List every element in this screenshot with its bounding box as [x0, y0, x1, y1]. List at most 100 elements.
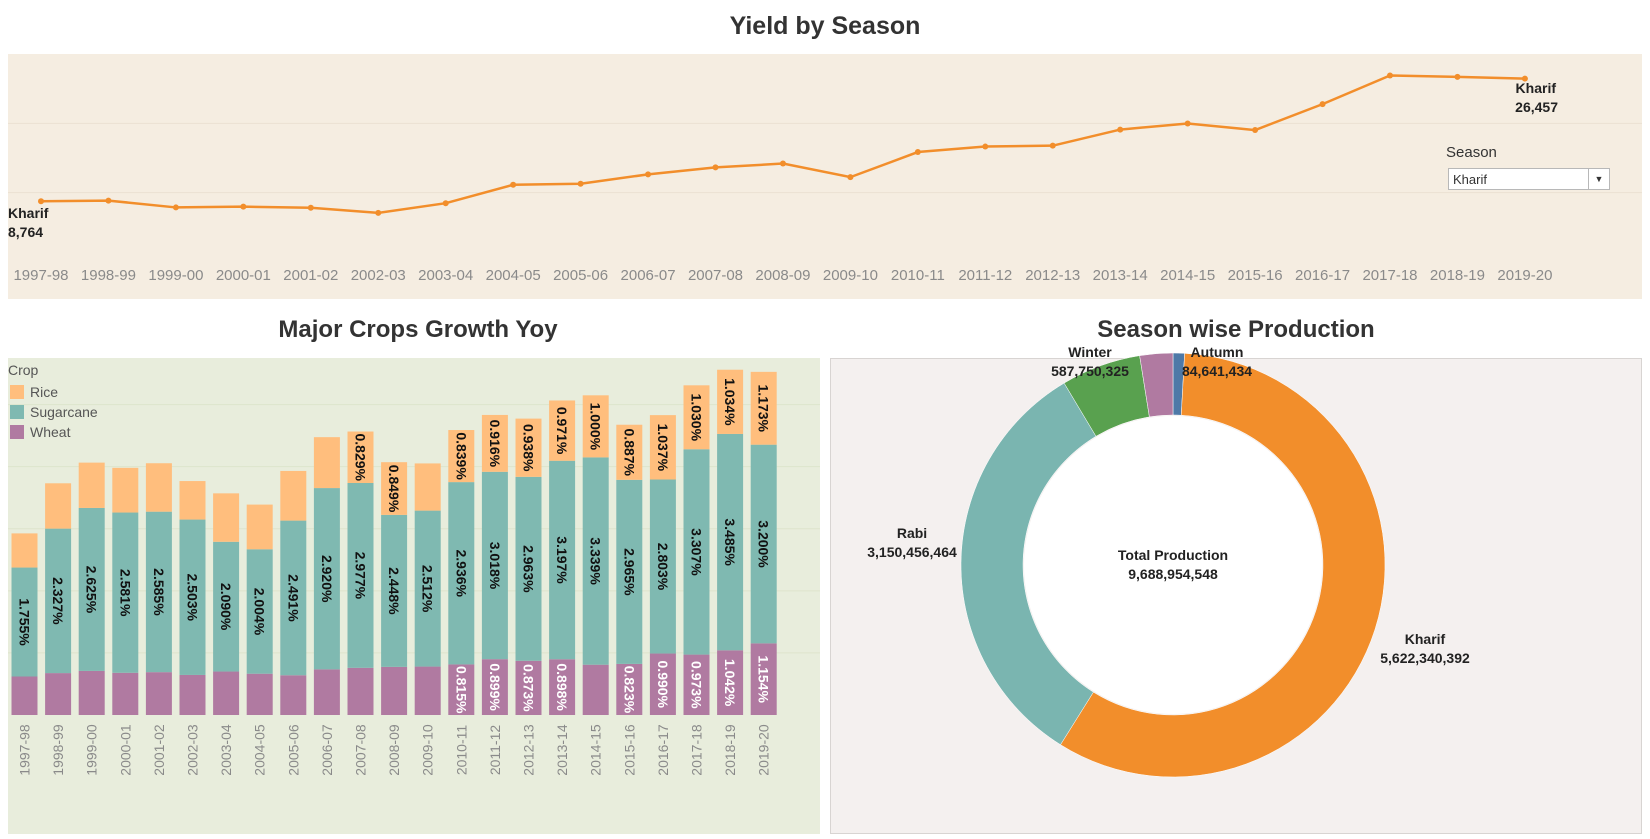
yield-point-2012-13 [1049, 142, 1056, 149]
bar-sugarcane-2019-20 [750, 444, 777, 644]
legend-title: Crop [8, 362, 39, 378]
bar-wheat-2011-12 [481, 659, 508, 715]
bar-sugarcane-1999-00 [78, 507, 105, 671]
donut-label-value-kharif: 5,622,340,392 [1380, 650, 1470, 666]
donut-label-value-rabi: 3,150,456,464 [867, 544, 957, 560]
bar-wheat-2001-02 [145, 672, 172, 715]
bar-label-sugarcane-2015-16: 2.965% [621, 548, 637, 596]
bar-sugarcane-2014-15 [582, 457, 609, 665]
bar-label-sugarcane-2001-02: 2.585% [151, 568, 167, 616]
x-tick-2005-06: 2005-06 [553, 267, 608, 284]
bar-label-wheat-2016-17: 0.990% [655, 661, 671, 709]
donut-slice-rabi [960, 382, 1097, 746]
yield-point-2011-12 [982, 143, 989, 150]
bar-label-sugarcane-2009-10: 2.512% [420, 565, 436, 613]
bar-x-tick-2011-12: 2011-12 [487, 725, 503, 776]
legend-label-sugarcane: Sugarcane [30, 404, 98, 420]
bar-wheat-2002-03 [179, 674, 206, 715]
yield-point-2005-06 [577, 180, 584, 187]
yield-point-2017-18 [1387, 72, 1393, 79]
chevron-down-icon[interactable]: ▼ [1588, 169, 1609, 189]
bar-sugarcane-2018-19 [717, 433, 744, 651]
bar-sugarcane-2013-14 [549, 460, 576, 660]
donut-label-name-rabi: Rabi [897, 525, 927, 541]
donut-slice-unlabeled [1139, 352, 1174, 418]
bar-label-wheat-2017-18: 0.973% [689, 661, 705, 709]
bar-label-rice-2014-15: 1.000% [588, 403, 604, 451]
bar-x-tick-2016-17: 2016-17 [655, 724, 671, 776]
bar-x-tick-2015-16: 2015-16 [621, 724, 637, 776]
bar-label-sugarcane-2013-14: 3.197% [554, 536, 570, 584]
bar-rice-2014-15 [582, 395, 609, 458]
bar-label-sugarcane-2002-03: 2.503% [185, 574, 201, 622]
bar-label-wheat-2015-16: 0.823% [621, 666, 637, 714]
bar-x-tick-2008-09: 2008-09 [386, 724, 402, 776]
x-tick-2010-11: 2010-11 [891, 267, 945, 284]
bar-wheat-2017-18 [683, 654, 710, 715]
bar-x-tick-2005-06: 2005-06 [285, 724, 301, 776]
bar-label-sugarcane-1998-99: 2.327% [50, 577, 66, 625]
bar-label-sugarcane-2017-18: 3.307% [689, 528, 705, 576]
bar-label-rice-2008-09: 0.849% [386, 465, 402, 513]
bar-wheat-2007-08 [347, 667, 374, 715]
bar-sugarcane-2007-08 [347, 482, 374, 668]
yield-point-2019-20 [1521, 75, 1528, 82]
donut-label-value-winter: 587,750,325 [1051, 363, 1129, 379]
bar-x-tick-2007-08: 2007-08 [353, 724, 369, 776]
bar-label-sugarcane-2018-19: 3.485% [722, 518, 738, 566]
bar-rice-2002-03 [179, 481, 206, 520]
legend-swatch-sugarcane [10, 405, 24, 419]
donut-slice-kharif [1060, 353, 1386, 778]
donut-hole [1024, 416, 1322, 714]
bar-rice-2015-16 [616, 424, 643, 480]
x-tick-2014-15: 2014-15 [1160, 267, 1215, 284]
bar-sugarcane-2001-02 [145, 511, 172, 673]
bar-label-wheat-2012-13: 0.873% [521, 664, 537, 712]
yield-chart-title: Yield by Season [729, 12, 921, 40]
season-dropdown[interactable]: Kharif ▼ [1448, 168, 1610, 190]
yield-point-2009-10 [847, 174, 854, 181]
bar-x-tick-2014-15: 2014-15 [588, 724, 604, 776]
bar-label-rice-2016-17: 1.037% [655, 424, 671, 472]
bar-rice-1998-99 [45, 483, 72, 529]
bar-sugarcane-2003-04 [213, 541, 240, 672]
bar-label-wheat-2018-19: 1.042% [722, 659, 738, 707]
yield-point-1998-99 [105, 197, 112, 204]
x-tick-2006-07: 2006-07 [621, 267, 676, 284]
bar-x-tick-1998-99: 1998-99 [50, 724, 66, 776]
x-tick-2009-10: 2009-10 [823, 267, 878, 284]
bar-rice-2013-14 [549, 400, 576, 461]
bar-sugarcane-2009-10 [414, 510, 441, 667]
bar-wheat-2012-13 [515, 660, 542, 715]
bar-label-sugarcane-2011-12: 3.018% [487, 542, 503, 590]
bar-x-tick-2009-10: 2009-10 [420, 724, 436, 776]
bar-x-tick-2018-19: 2018-19 [722, 724, 738, 776]
legend-item-sugarcane[interactable]: Sugarcane [8, 402, 98, 422]
bar-wheat-2013-14 [549, 659, 576, 715]
bar-wheat-2009-10 [414, 666, 441, 715]
x-tick-2012-13: 2012-13 [1025, 267, 1080, 284]
legend-item-wheat[interactable]: Wheat [8, 422, 98, 442]
season-dropdown-value: Kharif [1453, 172, 1487, 187]
bar-label-rice-2018-19: 1.034% [722, 378, 738, 426]
yield-point-2013-14 [1117, 126, 1124, 133]
yield-line-chart: 1997-98 1998-99 1999-00 2000-01 2001-02 2002-… [8, 72, 1642, 284]
yield-point-2015-16 [1252, 127, 1259, 134]
yield-point-2000-01 [240, 203, 247, 210]
legend-item-rice[interactable]: Rice [8, 382, 98, 402]
yield-point-2014-15 [1184, 120, 1191, 127]
bar-sugarcane-2008-09 [381, 514, 408, 667]
yield-point-2010-11 [914, 149, 921, 156]
bar-wheat-2016-17 [649, 653, 676, 715]
x-tick-2013-14: 2013-14 [1093, 267, 1148, 284]
bar-sugarcane-1997-98 [11, 567, 38, 677]
x-tick-2002-03: 2002-03 [351, 267, 406, 284]
bar-label-rice-2012-13: 0.938% [521, 424, 537, 472]
yield-point-2002-03 [375, 209, 382, 216]
yield-point-2016-17 [1319, 101, 1326, 108]
legend-label-wheat: Wheat [30, 424, 71, 440]
bar-x-tick-2001-02: 2001-02 [151, 724, 167, 776]
x-tick-1997-98: 1997-98 [13, 267, 68, 284]
